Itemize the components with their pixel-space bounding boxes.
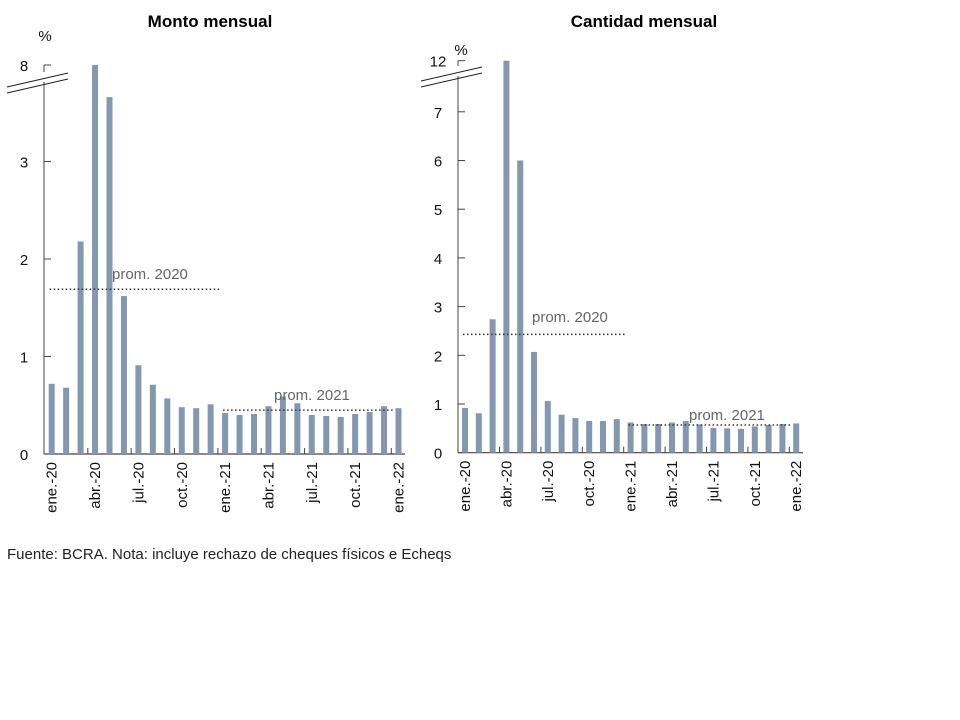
x-tick-label: oct.-21 xyxy=(347,462,364,508)
bar-ene.-22 xyxy=(793,423,800,453)
x-tick-label: jul.-21 xyxy=(304,462,321,504)
x-tick-label: ene.-22 xyxy=(391,462,408,513)
bar-feb.-20 xyxy=(63,387,70,454)
y-tick-label: 1 xyxy=(434,397,442,414)
bar-sep.-21 xyxy=(337,416,344,454)
bar-oct.-20 xyxy=(586,421,593,453)
x-tick-label: jul.-20 xyxy=(130,462,147,504)
bar-jul.-20 xyxy=(135,365,142,454)
average-label: prom. 2020 xyxy=(112,266,188,283)
bar-ene.-20 xyxy=(462,407,468,453)
bar-abr.-20 xyxy=(92,65,99,454)
x-tick-label: abr.-20 xyxy=(498,461,515,508)
x-tick-label: ene.-20 xyxy=(44,462,61,513)
x-tick-label: abr.-20 xyxy=(87,462,104,509)
y-tick-label: 4 xyxy=(434,251,442,268)
bar-oct.-20 xyxy=(178,407,185,454)
bar-oct.-21 xyxy=(751,426,758,453)
bar-abr.-21 xyxy=(669,422,675,453)
bar-jun.-21 xyxy=(696,424,703,453)
bar-may.-21 xyxy=(279,396,286,454)
bar-ago.-20 xyxy=(149,384,156,454)
bar-nov.-20 xyxy=(193,408,200,454)
y-tick-label: 5 xyxy=(434,202,442,219)
y-tick-label: 7 xyxy=(434,105,442,122)
bar-jun.-21 xyxy=(294,403,301,454)
y-tick-label: 6 xyxy=(434,154,442,171)
bar-jul.-20 xyxy=(544,401,551,453)
x-tick-label: jul.-21 xyxy=(705,461,722,503)
bar-mar.-20 xyxy=(77,241,84,454)
bar-abr.-21 xyxy=(265,406,272,454)
x-tick-label: ene.-22 xyxy=(788,461,805,512)
bar-ene.-21 xyxy=(222,413,229,454)
x-tick-label: ene.-21 xyxy=(623,461,640,512)
bar-may.-20 xyxy=(517,160,524,453)
bar-abr.-20 xyxy=(503,60,510,453)
x-tick-label: abr.-21 xyxy=(664,461,681,508)
y-tick-label: 3 xyxy=(434,300,442,317)
x-tick-label: ene.-21 xyxy=(217,462,234,513)
y-tick-label: 1 xyxy=(20,350,28,367)
bar-ago.-21 xyxy=(724,428,731,453)
average-label: prom. 2021 xyxy=(274,387,350,404)
chart-title: Cantidad mensual xyxy=(571,12,717,31)
bar-dic.-20 xyxy=(207,404,214,454)
axis-break-gap xyxy=(41,72,49,82)
average-label: prom. 2021 xyxy=(689,407,765,424)
y-tick-label: 3 xyxy=(20,155,28,172)
bar-dic.-21 xyxy=(779,423,786,453)
axis-break-mark xyxy=(6,72,69,88)
bar-feb.-21 xyxy=(641,423,648,453)
bar-ene.-21 xyxy=(627,422,634,453)
bar-dic.-20 xyxy=(613,419,620,453)
bar-nov.-21 xyxy=(366,412,373,454)
bar-sep.-21 xyxy=(738,428,744,453)
y-tick-label: 0 xyxy=(20,447,28,464)
x-tick-label: abr.-21 xyxy=(260,462,277,509)
axis-break-mark xyxy=(420,66,483,82)
x-tick-label: oct.-20 xyxy=(174,462,191,508)
bar-ago.-20 xyxy=(558,414,565,453)
bar-may.-20 xyxy=(106,97,113,455)
bar-mar.-20 xyxy=(489,319,496,453)
y-tick-label: 2 xyxy=(434,348,442,365)
y-tick-label: 2 xyxy=(20,252,28,269)
average-label: prom. 2020 xyxy=(532,309,608,326)
y-tick-label: 12 xyxy=(430,54,447,71)
x-tick-label: oct.-20 xyxy=(581,461,598,507)
x-tick-label: oct.-21 xyxy=(747,461,764,507)
bar-ago.-21 xyxy=(323,415,330,454)
x-tick-label: jul.-20 xyxy=(540,461,557,503)
bar-sep.-20 xyxy=(572,418,579,453)
bar-dic.-21 xyxy=(381,406,388,454)
source-note: Fuente: BCRA. Nota: incluye rechazo de c… xyxy=(7,546,452,563)
x-tick-label: ene.-20 xyxy=(457,461,474,512)
bar-ene.-22 xyxy=(395,408,402,454)
axis-break-mark xyxy=(6,78,69,94)
bar-jun.-20 xyxy=(120,296,127,454)
bar-jul.-21 xyxy=(308,415,315,454)
y-tick-label: 0 xyxy=(434,446,442,463)
bar-mar.-21 xyxy=(251,414,257,454)
bar-oct.-21 xyxy=(352,414,359,454)
bar-feb.-20 xyxy=(475,413,482,453)
bar-nov.-21 xyxy=(765,424,772,453)
bar-ene.-20 xyxy=(48,383,55,454)
y-axis-unit: % xyxy=(38,28,51,45)
axis-break-gap xyxy=(455,66,463,76)
bar-feb.-21 xyxy=(236,415,243,454)
bar-may.-21 xyxy=(682,421,689,453)
y-axis-unit: % xyxy=(454,42,467,59)
bar-mar.-21 xyxy=(655,423,662,453)
axis-break-mark xyxy=(420,72,483,88)
bar-jun.-20 xyxy=(531,351,537,453)
y-tick-label: 8 xyxy=(20,58,28,75)
chart-title: Monto mensual xyxy=(148,12,273,31)
bar-jul.-21 xyxy=(710,427,717,453)
bar-sep.-20 xyxy=(164,398,171,454)
bar-nov.-20 xyxy=(600,421,606,453)
